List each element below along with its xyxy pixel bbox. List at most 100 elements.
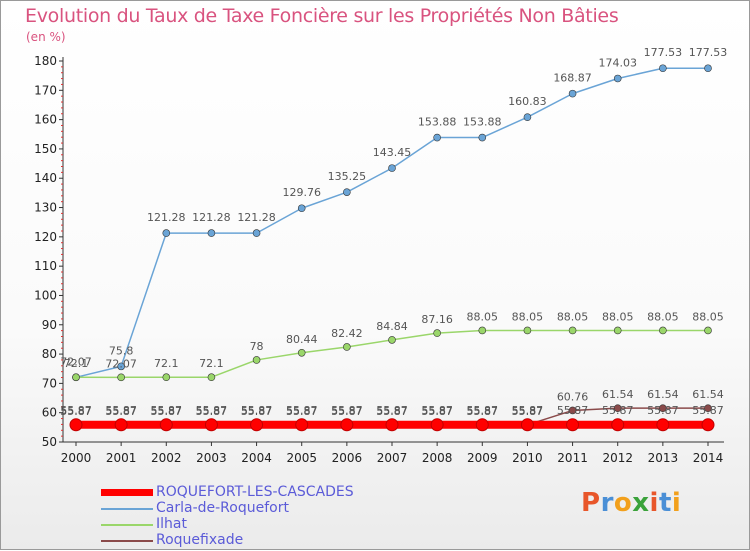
data-label: 61.54 [602, 388, 634, 401]
data-label: 82.42 [331, 327, 363, 340]
data-label: 121.28 [147, 211, 186, 224]
data-label: 88.05 [602, 310, 634, 323]
data-point [430, 418, 444, 432]
data-label: 55.87 [331, 404, 363, 417]
data-point [117, 373, 125, 382]
data-label: 55.87 [376, 405, 408, 418]
y-tick-label: 160 [34, 113, 57, 127]
data-point [568, 326, 577, 335]
legend: ROQUEFORT-LES-CASCADES Carla-de-Roquefort… [101, 484, 401, 549]
y-tick-label: 110 [34, 259, 57, 273]
data-label: 55.87 [376, 404, 408, 417]
data-point [478, 133, 487, 142]
legend-item: Carla-de-Roquefort [101, 500, 401, 517]
data-point [159, 418, 173, 432]
x-tick-label: 2009 [467, 451, 498, 465]
legend-swatch [101, 489, 153, 496]
legend-item: Ilhat [101, 516, 401, 533]
x-tick-label: 2010 [512, 451, 543, 465]
data-label: 55.87 [647, 404, 679, 417]
data-point [704, 64, 712, 73]
data-label: 55.87 [512, 405, 544, 418]
y-tick-label: 130 [34, 201, 57, 215]
data-point [433, 329, 441, 337]
data-point [250, 418, 264, 432]
data-point [568, 406, 577, 415]
data-label: 88.05 [512, 310, 544, 323]
x-tick-label: 2011 [557, 451, 588, 465]
y-unit-label: (en %) [26, 30, 66, 44]
data-point [613, 74, 622, 83]
data-point [295, 418, 309, 432]
data-label: 87.16 [421, 313, 453, 326]
legend-label: Carla-de-Roquefort [156, 500, 289, 516]
data-label: 61.54 [692, 388, 724, 401]
data-label: 72.1 [199, 357, 224, 370]
y-tick-label: 70 [42, 376, 57, 390]
legend-swatch [101, 540, 153, 542]
data-label: 55.87 [151, 405, 183, 418]
data-point [388, 164, 396, 172]
data-label: 55.87 [421, 405, 453, 418]
data-label: 55.87 [105, 405, 137, 418]
data-label: 72.1 [64, 357, 89, 370]
proxiti-logo: Proxiti [581, 488, 681, 518]
y-tick-label: 180 [34, 54, 57, 68]
data-label: 88.05 [557, 310, 589, 323]
data-label: 153.88 [418, 116, 457, 129]
data-label: 55.87 [467, 404, 499, 417]
data-point [659, 326, 667, 335]
data-label: 55.87 [692, 404, 724, 417]
data-label: 88.05 [647, 310, 679, 323]
data-point [523, 326, 532, 335]
y-tick-label: 90 [42, 318, 57, 332]
data-label: 168.87 [553, 72, 592, 85]
data-label: 55.87 [241, 404, 273, 417]
data-point [252, 229, 261, 237]
data-label: 55.87 [331, 405, 363, 418]
legend-label: Ilhat [156, 516, 187, 532]
data-label: 177.53 [644, 46, 683, 59]
x-tick-label: 2005 [286, 451, 317, 465]
data-label: 55.87 [60, 404, 92, 417]
data-label: 88.05 [692, 310, 724, 323]
y-tick-label: 100 [34, 288, 57, 302]
data-label: 55.87 [196, 405, 228, 418]
data-label: 55.87 [286, 405, 318, 418]
data-point [162, 373, 171, 382]
data-point [72, 373, 80, 382]
y-tick-label: 50 [42, 435, 57, 449]
data-point [433, 133, 441, 142]
data-point [656, 418, 670, 432]
data-label: 80.44 [286, 333, 318, 346]
data-label: 143.45 [373, 146, 412, 159]
data-label: 55.87 [286, 404, 318, 417]
data-label: 72.07 [60, 355, 92, 368]
data-point [613, 404, 622, 412]
x-tick-label: 2001 [106, 451, 137, 465]
data-point [204, 418, 218, 432]
legend-item: Roquefixade [101, 532, 401, 549]
data-point [252, 356, 261, 364]
logo-letter: i [649, 488, 659, 518]
y-tick-label: 170 [34, 83, 57, 97]
data-label: 135.25 [328, 170, 367, 183]
data-label: 55.87 [105, 404, 137, 417]
data-label: 55.87 [196, 404, 228, 417]
data-label: 55.87 [421, 404, 453, 417]
data-label: 78 [250, 340, 264, 353]
data-point [478, 326, 487, 335]
legend-label: Roquefixade [156, 532, 244, 548]
y-tick-label: 140 [34, 171, 57, 185]
y-tick-label: 150 [34, 142, 57, 156]
data-point [385, 418, 399, 432]
data-label: 72.07 [105, 357, 137, 370]
data-label: 60.76 [557, 390, 589, 403]
legend-item: ROQUEFORT-LES-CASCADES [101, 484, 401, 501]
data-label: 160.83 [508, 95, 547, 108]
data-point [114, 418, 128, 432]
data-point [207, 373, 216, 382]
data-label: 55.87 [512, 404, 544, 417]
data-point [388, 336, 396, 344]
